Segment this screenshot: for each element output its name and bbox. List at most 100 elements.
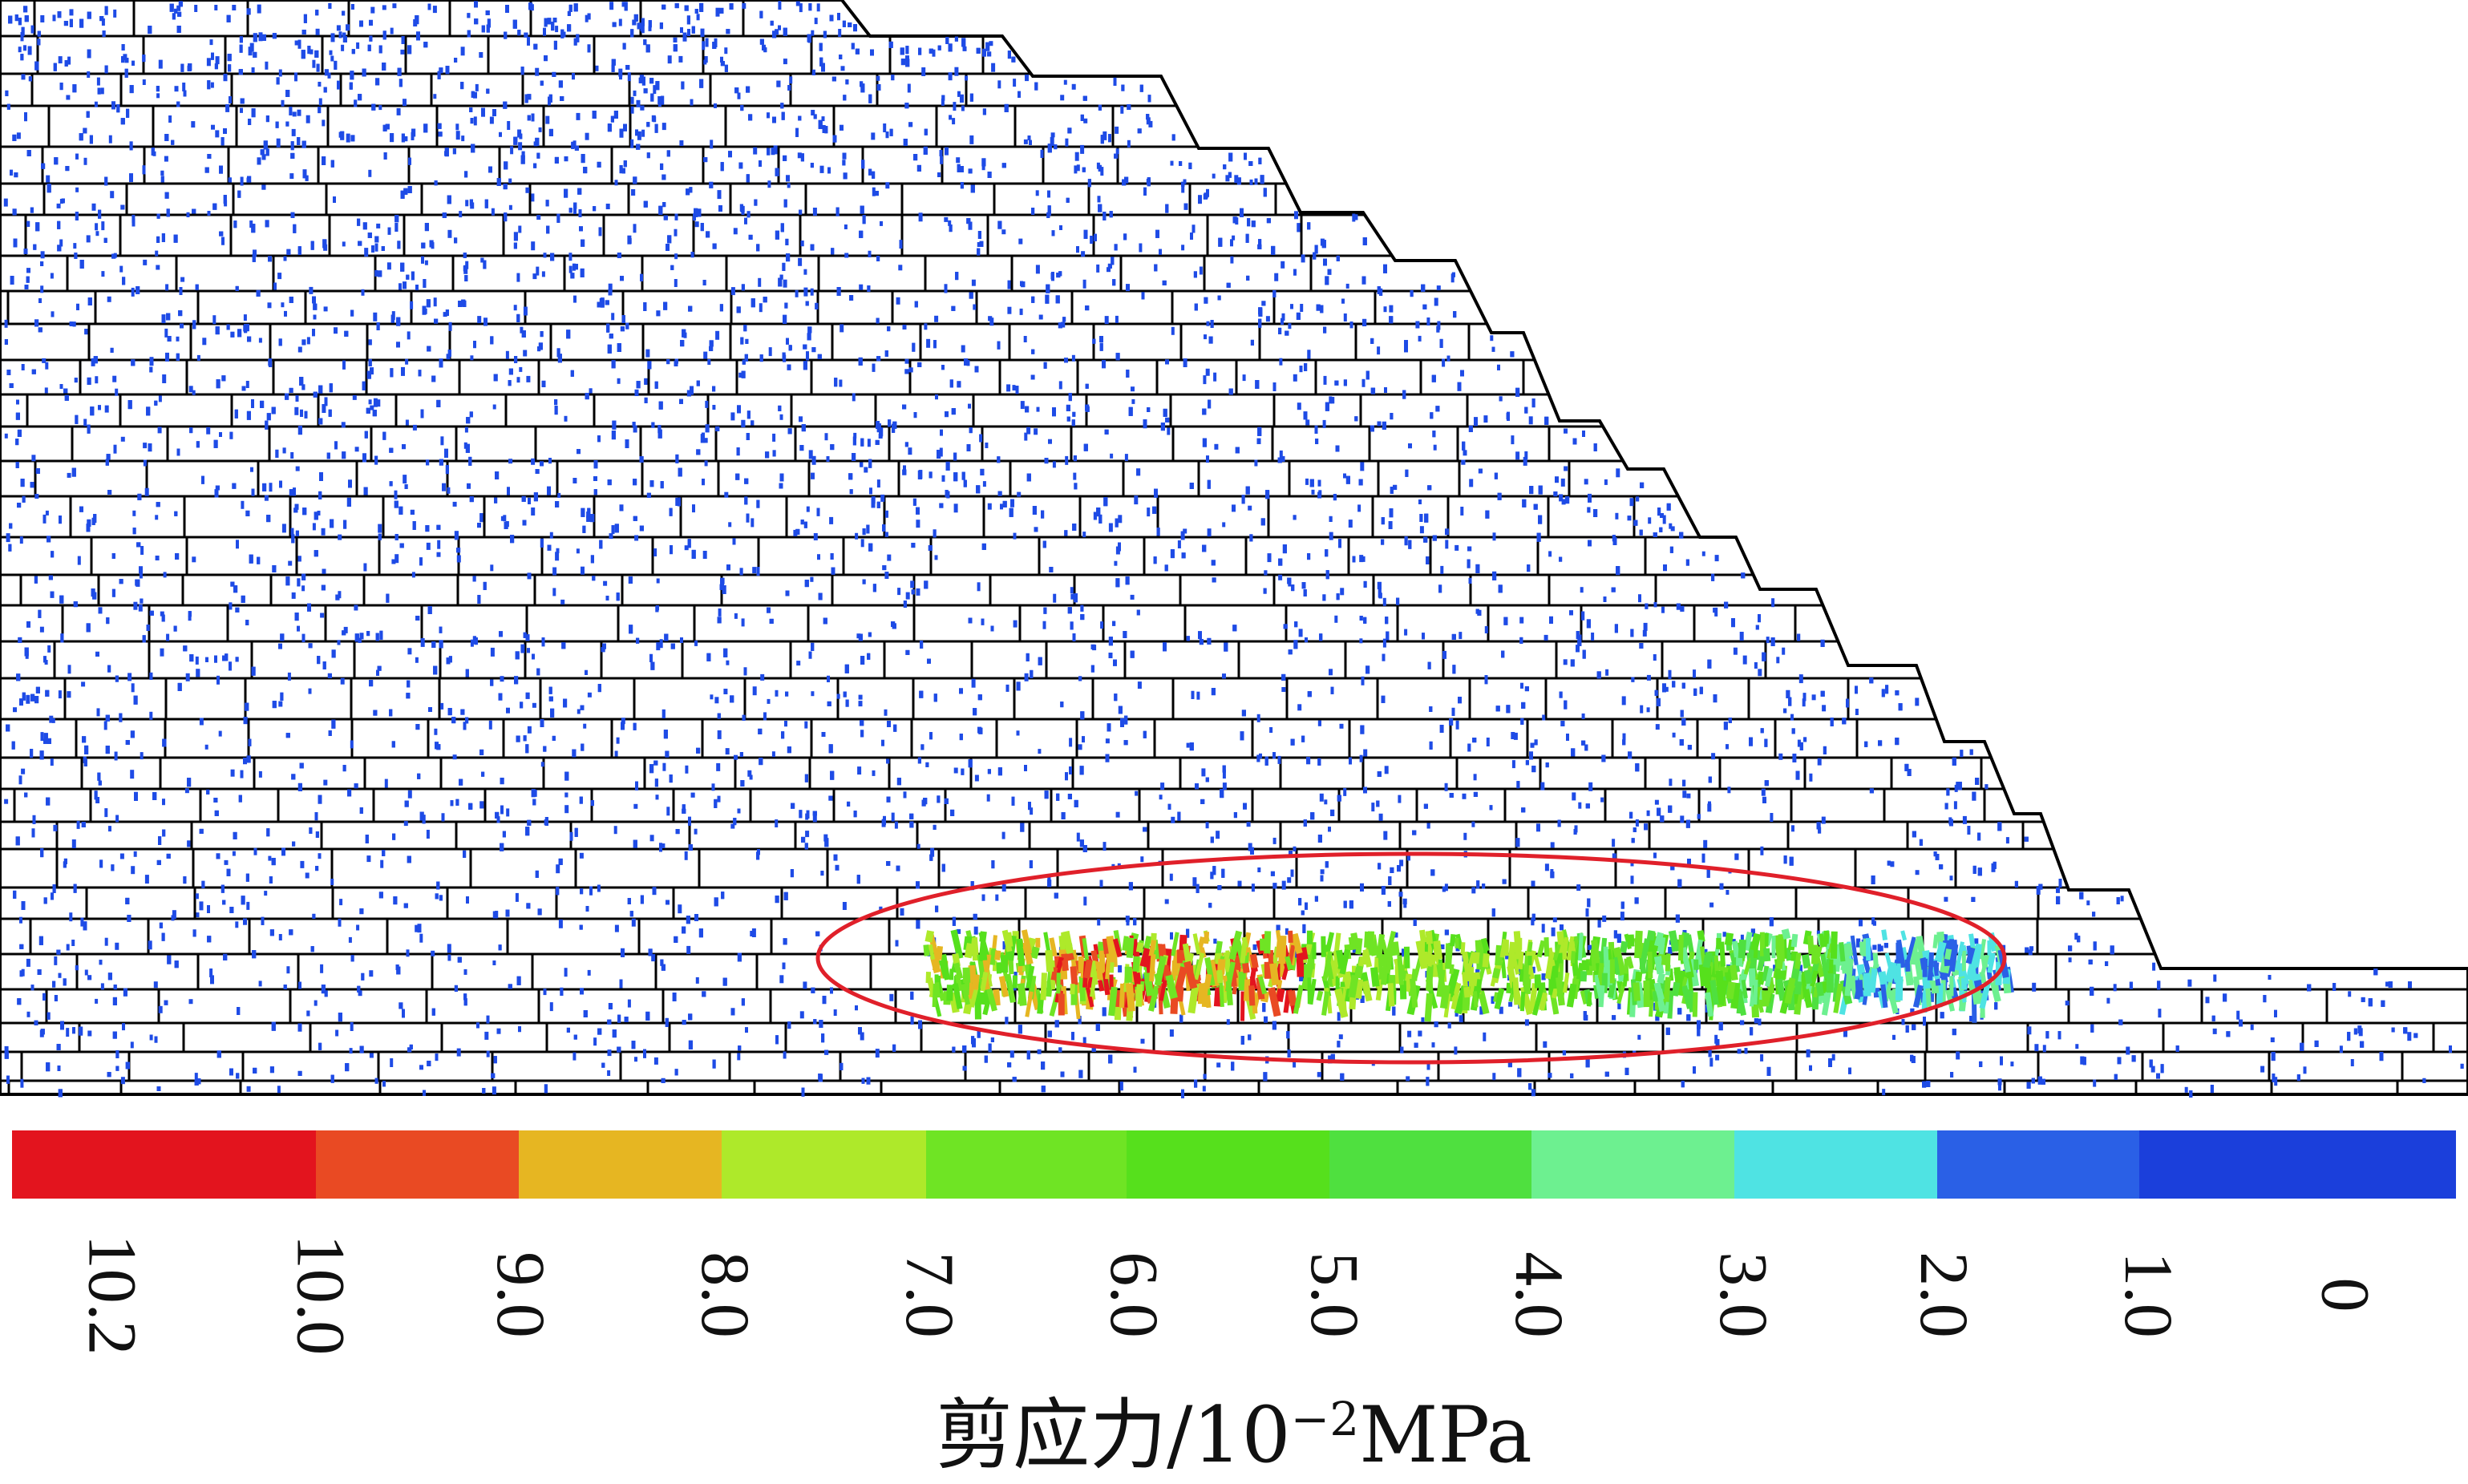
contact-marker	[840, 324, 844, 332]
contact-marker	[1514, 733, 1518, 740]
contact-marker	[189, 999, 193, 1004]
contact-marker	[514, 305, 517, 310]
contact-marker	[674, 253, 678, 259]
contact-marker	[780, 414, 783, 420]
contact-marker	[154, 981, 158, 988]
contact-marker	[597, 885, 601, 892]
contact-marker	[265, 495, 269, 501]
contact-marker	[312, 60, 315, 68]
contact-marker	[1100, 621, 1103, 629]
contact-marker	[536, 267, 539, 276]
contact-marker	[910, 580, 914, 588]
contact-marker	[319, 472, 323, 481]
contact-marker	[825, 433, 828, 440]
contact-marker	[710, 140, 713, 148]
contact-marker	[997, 80, 1001, 88]
contact-marker	[307, 337, 310, 344]
contact-marker	[1363, 787, 1367, 794]
contact-marker	[1127, 140, 1131, 148]
contact-marker	[1420, 526, 1424, 533]
contact-marker	[1075, 152, 1079, 161]
contact-marker	[555, 26, 558, 32]
contact-marker	[105, 938, 108, 946]
contact-marker	[829, 517, 833, 524]
contact-marker	[1159, 795, 1163, 799]
contact-marker	[497, 1029, 501, 1034]
contact-marker	[6, 370, 10, 375]
contact-marker	[580, 853, 584, 859]
contact-marker	[318, 82, 321, 87]
contact-marker	[356, 925, 359, 931]
contact-marker	[72, 839, 76, 848]
contact-marker	[350, 1022, 354, 1031]
contact-marker	[972, 280, 976, 286]
contact-marker	[1329, 532, 1333, 540]
contact-marker	[609, 284, 613, 293]
contact-marker	[131, 1041, 134, 1048]
contact-marker	[158, 427, 162, 433]
contact-marker	[1255, 179, 1258, 185]
contact-marker	[1383, 831, 1387, 840]
contact-marker	[1760, 847, 1763, 855]
contact-marker	[447, 944, 451, 952]
contact-marker	[559, 920, 563, 928]
contact-marker	[1407, 1031, 1411, 1037]
contact-marker	[1171, 817, 1175, 823]
contact-marker	[1637, 1035, 1641, 1040]
contact-marker	[518, 226, 521, 233]
contact-marker	[390, 28, 394, 34]
contact-marker	[834, 855, 838, 861]
contact-marker	[157, 1086, 161, 1091]
contact-marker	[1536, 823, 1540, 831]
contact-marker	[2152, 963, 2155, 971]
contact-marker	[1334, 616, 1337, 623]
contact-marker	[341, 678, 345, 685]
contact-marker	[1138, 681, 1142, 689]
contact-marker	[140, 546, 144, 555]
contact-marker	[1065, 139, 1068, 147]
contact-marker	[408, 791, 412, 799]
contact-marker	[1148, 121, 1152, 127]
contact-marker	[1247, 822, 1251, 827]
contact-marker	[1647, 675, 1651, 681]
contact-marker	[2075, 1044, 2078, 1049]
contact-marker	[156, 93, 160, 98]
contact-marker	[1083, 896, 1086, 905]
contact-marker	[633, 224, 637, 233]
contact-marker	[474, 116, 477, 125]
contact-marker	[175, 86, 179, 91]
contact-marker	[1460, 507, 1463, 516]
contact-marker	[1083, 280, 1086, 289]
contact-marker	[1072, 355, 1075, 362]
contact-marker	[1037, 407, 1040, 412]
contact-marker	[1584, 479, 1588, 484]
contact-marker	[942, 475, 945, 482]
contact-marker	[428, 4, 431, 10]
contact-marker	[1734, 648, 1738, 655]
contact-marker	[1216, 1062, 1220, 1067]
contact-marker	[1588, 782, 1592, 791]
contact-marker	[140, 752, 144, 759]
contact-marker	[734, 755, 738, 760]
contact-marker	[339, 899, 342, 905]
contact-marker	[1131, 386, 1135, 391]
contact-marker	[2236, 1011, 2239, 1020]
contact-marker	[1515, 451, 1519, 459]
contact-marker	[492, 208, 495, 216]
contact-marker	[1950, 875, 1953, 880]
contact-marker	[404, 821, 408, 826]
contact-marker	[1445, 528, 1449, 535]
contact-marker	[273, 283, 277, 290]
contact-marker	[150, 357, 154, 366]
contact-marker	[1021, 401, 1025, 409]
contact-marker	[95, 102, 98, 107]
contact-marker	[113, 10, 116, 18]
contact-marker	[1459, 1015, 1463, 1022]
contact-marker	[168, 115, 172, 123]
contact-marker	[322, 119, 325, 126]
contact-marker	[1459, 632, 1462, 639]
contact-marker	[1230, 239, 1233, 246]
contact-marker	[686, 946, 690, 954]
contact-marker	[21, 769, 25, 774]
contact-marker	[1469, 479, 1473, 487]
